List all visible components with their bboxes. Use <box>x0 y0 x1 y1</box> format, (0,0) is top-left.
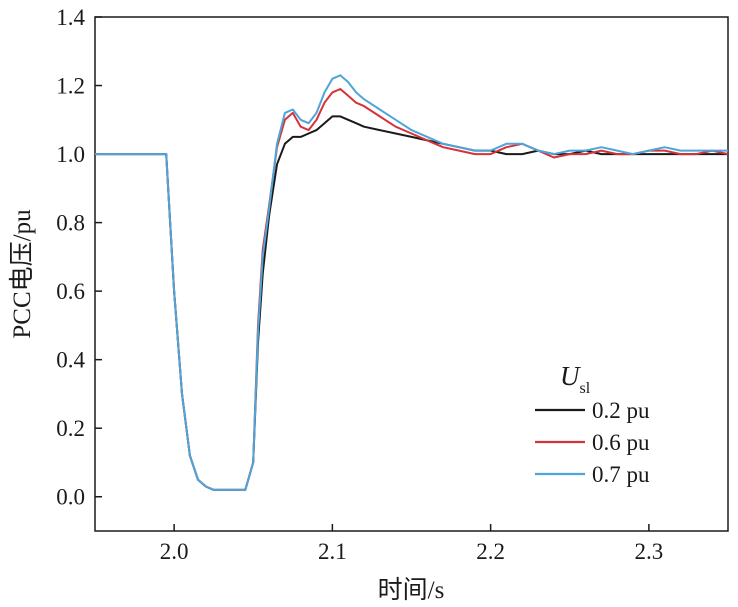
y-tick-label: 1.0 <box>56 142 85 167</box>
y-axis: 0.0 0.2 0.4 0.6 0.8 1.0 1.2 1.4 <box>56 5 102 510</box>
x-tick-label: 2.1 <box>318 539 347 564</box>
y-tick-label: 0.0 <box>56 485 85 510</box>
legend-items: 0.2 pu 0.6 pu 0.7 pu <box>535 398 650 487</box>
x-tick-label: 2.2 <box>476 539 505 564</box>
y-tick-label: 0.6 <box>56 279 85 304</box>
legend-label-0: 0.2 pu <box>592 398 650 423</box>
x-tick-label: 2.0 <box>160 539 189 564</box>
legend: Usl 0.2 pu 0.6 pu 0.7 pu <box>535 361 650 487</box>
legend-label-2: 0.7 pu <box>592 462 650 487</box>
y-tick-label: 0.8 <box>56 211 85 236</box>
y-tick-label: 1.4 <box>56 5 85 30</box>
plot-frame <box>94 16 729 532</box>
x-axis-label: 时间/s <box>378 576 445 604</box>
legend-label-1: 0.6 pu <box>592 430 650 455</box>
series-layer <box>95 74 729 491</box>
legend-title: Usl <box>560 361 591 397</box>
y-tick-label: 1.2 <box>56 74 85 99</box>
x-tick-label: 2.3 <box>635 539 664 564</box>
x-axis: 2.0 2.1 2.2 2.3 <box>160 524 664 564</box>
y-tick-label: 0.2 <box>56 416 85 441</box>
series-line-2 <box>95 74 728 491</box>
y-axis-label: PCC电压/pu <box>8 209 36 339</box>
y-tick-label: 0.4 <box>56 348 85 373</box>
